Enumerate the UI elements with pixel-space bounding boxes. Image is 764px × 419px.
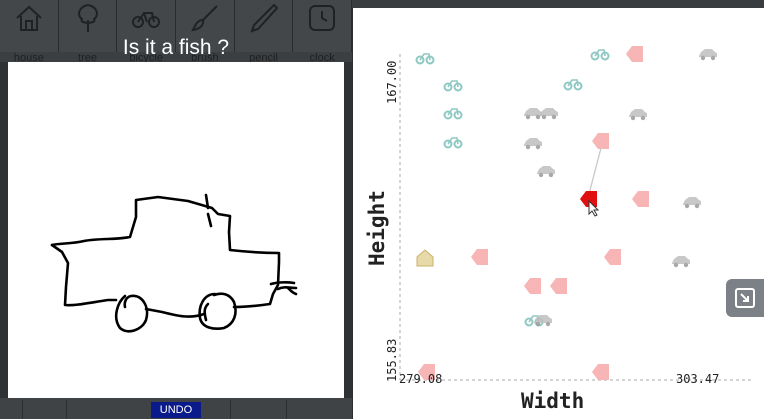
tool-clock[interactable]: clock (293, 0, 353, 64)
x-axis-title: Width (521, 389, 585, 413)
drawing-canvas[interactable] (8, 62, 344, 398)
tool-house[interactable]: house (0, 0, 59, 64)
clock-icon (309, 5, 336, 31)
prompt-question: Is it a fish ? (122, 36, 230, 59)
pencil-icon (250, 3, 279, 33)
y-min-label: 155.83 (385, 338, 399, 382)
bicycle-marker (590, 49, 610, 61)
tool-pencil[interactable]: pencil (234, 0, 294, 64)
tool-label: house (13, 52, 44, 64)
bicycle-marker (443, 108, 463, 120)
house-icon (16, 5, 42, 31)
pink-marker (550, 278, 567, 294)
car-marker (699, 49, 717, 61)
brush-icon (191, 5, 218, 32)
pink-marker (471, 249, 488, 265)
drawing-panel: house tree bicycle brush pencil clock Is… (0, 0, 353, 419)
bicycle-marker (443, 137, 463, 149)
car-marker (672, 256, 690, 268)
pink-marker (626, 46, 643, 62)
tool-label: bicycle (129, 52, 163, 64)
tool-bicycle[interactable]: bicycle (117, 0, 177, 64)
tool-label: tree (78, 52, 97, 64)
bicycle-marker (443, 80, 463, 92)
bicycle-icon (132, 12, 161, 28)
tool-tree[interactable]: tree (58, 0, 118, 64)
bicycle-marker (415, 53, 435, 65)
tool-label: brush (191, 52, 219, 64)
expand-button[interactable] (726, 279, 764, 317)
sketch-truck (50, 193, 298, 333)
car-marker (629, 109, 647, 121)
bicycle-marker (563, 79, 583, 91)
bottom-tool[interactable] (286, 400, 331, 419)
bottom-tool[interactable] (66, 400, 111, 419)
canvas-border-left (0, 62, 8, 398)
car-marker (683, 197, 701, 209)
category-toolbar: house tree bicycle brush pencil clock (0, 0, 353, 64)
x-max-label: 303.47 (676, 372, 720, 386)
scatter-plot[interactable] (353, 8, 764, 419)
y-axis-title: Height (365, 190, 389, 266)
car-marker (540, 108, 558, 120)
cursor-icon (588, 199, 600, 217)
car-marker (524, 138, 542, 150)
expand-icon (735, 288, 755, 308)
pink-marker (418, 364, 435, 380)
pink-marker (592, 133, 609, 149)
bottom-tool[interactable] (230, 400, 275, 419)
canvas-border-right (344, 62, 352, 398)
car-marker (534, 315, 552, 327)
tree-icon (77, 3, 98, 32)
pink-marker (604, 249, 621, 265)
link-line (588, 147, 602, 195)
embedding-plot-panel: Width Height 279.08 303.47 155.83 167.00 (352, 8, 764, 419)
undo-button[interactable]: UNDO (151, 402, 201, 418)
house-marker (416, 249, 434, 267)
tool-brush[interactable]: brush (176, 0, 235, 64)
pink-marker (632, 191, 649, 207)
car-marker (537, 166, 555, 178)
car-marker (524, 108, 542, 120)
pink-marker (524, 278, 541, 294)
pink-marker (592, 364, 609, 380)
y-max-label: 167.00 (385, 60, 399, 104)
bottom-tool[interactable] (22, 400, 67, 419)
tool-label: pencil (249, 52, 278, 64)
tool-label: clock (309, 52, 335, 64)
x-min-label: 279.08 (399, 372, 443, 386)
selected-marker (580, 191, 597, 207)
